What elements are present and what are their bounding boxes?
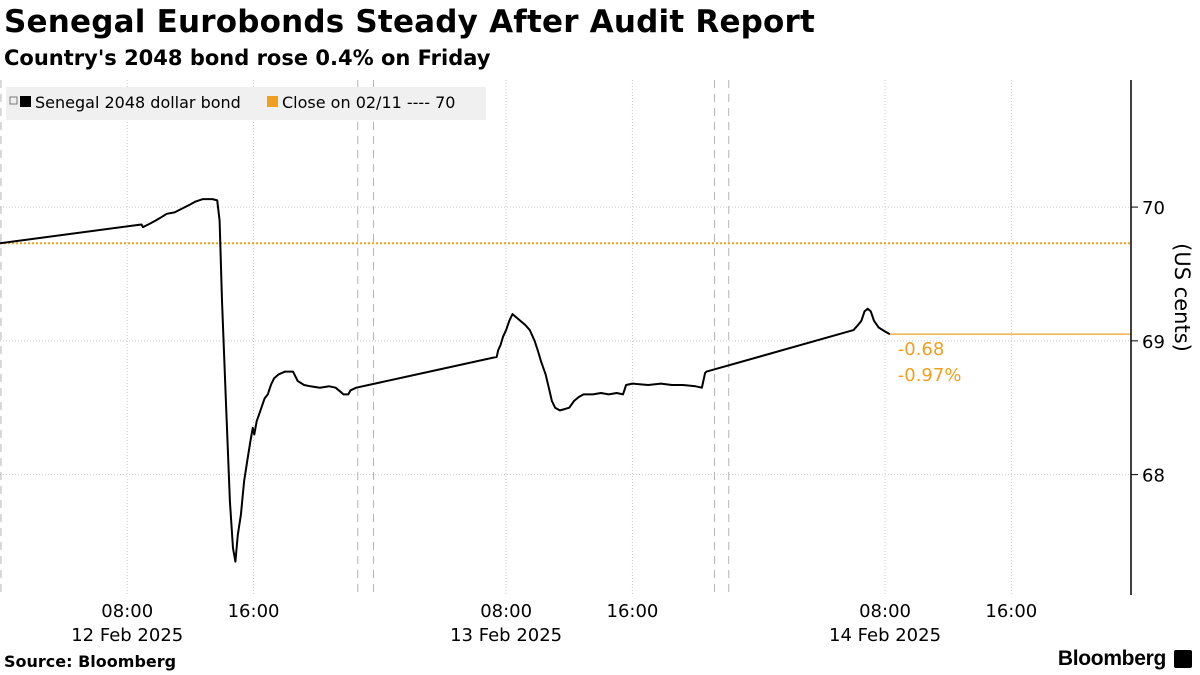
change-annotation: -0.97% [898,365,962,386]
legend-swatch-close [267,96,278,107]
x-tick-label: 16:00 [985,601,1037,622]
legend-label-close: Close on 02/11 ---- 70 [282,93,455,112]
x-tick-label: 16:00 [228,601,280,622]
y-tick-label: 69 [1142,332,1165,353]
x-date-label: 12 Feb 2025 [71,625,183,646]
series-layer: -0.68 -0.97% [0,198,1131,563]
legend-collapse-icon [9,96,18,105]
axis-layer: 68 69 70 08:00 12 Feb 2025 16:00 08:00 13 Feb 2… [71,80,1194,646]
brand-logo: Bloomberg [1057,647,1166,670]
x-tick-label: 08:00 [101,601,153,622]
legend-background [6,87,486,120]
x-tick-label: 16:00 [607,601,659,622]
change-annotation: -0.68 [898,339,945,360]
y-axis-label: (US cents) [1170,243,1194,352]
bloomberg-icon [1174,650,1192,668]
y-tick-label: 70 [1142,198,1165,219]
chart-subtitle: Country's 2048 bond rose 0.4% on Friday [4,46,491,70]
legend-swatch-bond [20,96,31,107]
x-date-label: 13 Feb 2025 [450,625,562,646]
chart-title: Senegal Eurobonds Steady After Audit Rep… [4,4,816,40]
grid-layer [0,80,1131,595]
bond-price-line [0,198,891,563]
legend-label-bond: Senegal 2048 dollar bond [35,93,241,112]
y-tick-label: 68 [1142,466,1165,487]
source-note: Source: Bloomberg [4,652,177,671]
x-tick-label: 08:00 [859,601,911,622]
x-date-label: 14 Feb 2025 [829,625,941,646]
legend: Senegal 2048 dollar bond Close on 02/11 -… [6,87,486,120]
x-tick-label: 08:00 [480,601,532,622]
